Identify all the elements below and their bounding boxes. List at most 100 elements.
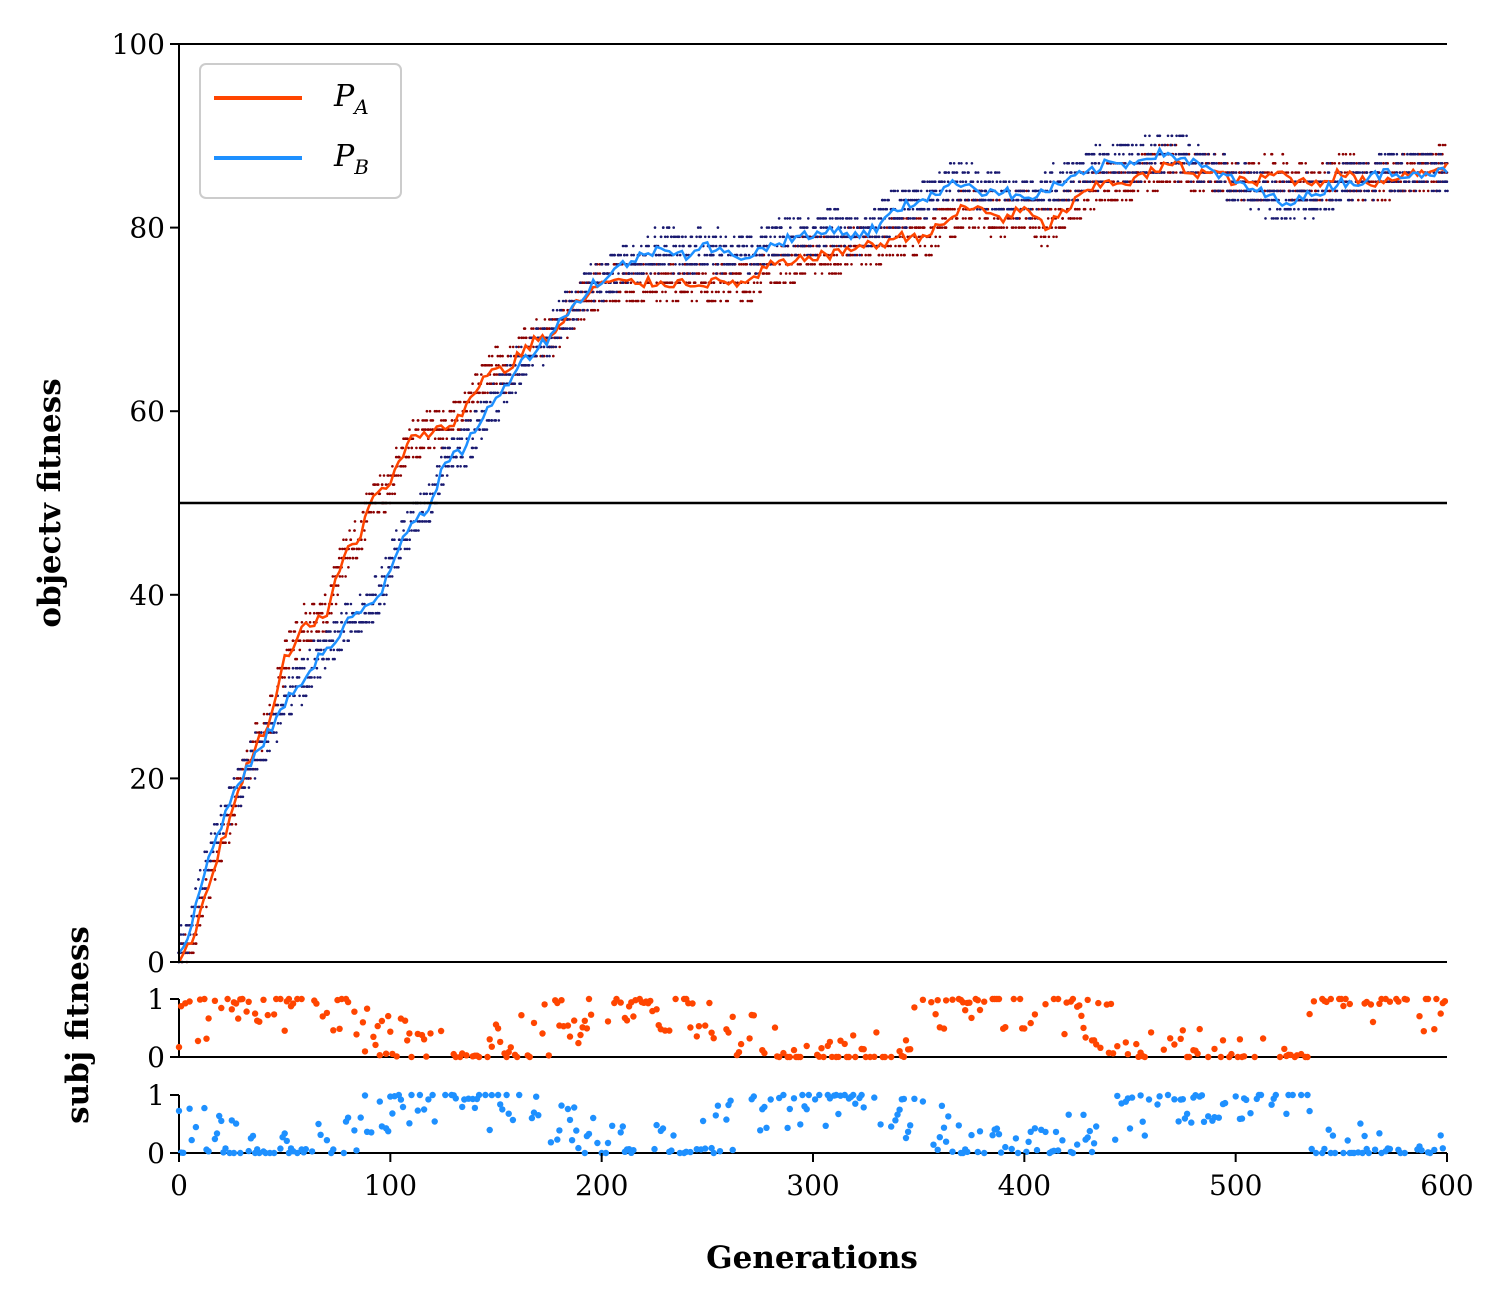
- population-dot: [465, 465, 468, 468]
- population-dot: [1278, 180, 1281, 183]
- population-dot: [978, 198, 981, 202]
- population-dot: [919, 226, 922, 229]
- population-dot: [896, 253, 899, 257]
- population-dot: [896, 189, 899, 193]
- population-dot: [921, 207, 924, 211]
- population-dot: [1291, 171, 1294, 174]
- subj-fitness-dot: [575, 1039, 582, 1047]
- population-dot: [1029, 217, 1032, 220]
- population-dot: [961, 226, 965, 229]
- population-dot: [1042, 207, 1045, 211]
- population-dot: [700, 281, 703, 285]
- population-dot: [1154, 143, 1157, 147]
- population-dot: [209, 896, 212, 899]
- population-dot: [564, 299, 567, 303]
- population-dot: [687, 272, 691, 275]
- population-dot: [331, 575, 335, 578]
- population-dot: [864, 235, 867, 239]
- population-dot: [716, 263, 719, 266]
- population-dot: [477, 419, 480, 422]
- population-dot: [555, 308, 559, 312]
- population-dot: [1413, 162, 1416, 165]
- population-dot: [1166, 171, 1170, 174]
- subj-fitness-dot: [630, 1013, 637, 1020]
- population-dot: [543, 327, 547, 330]
- population-dot: [888, 235, 891, 239]
- population-dot: [228, 832, 232, 835]
- population-dot: [348, 529, 351, 532]
- population-dot: [828, 207, 831, 211]
- population-dot: [735, 272, 738, 275]
- population-dot: [1308, 207, 1311, 211]
- population-dot: [941, 217, 944, 220]
- population-dot: [854, 235, 857, 239]
- population-dot: [295, 657, 299, 661]
- population-dot: [558, 327, 562, 330]
- population-dot: [887, 198, 890, 202]
- population-dot: [524, 373, 528, 376]
- population-dot: [541, 354, 544, 358]
- population-dot: [377, 510, 381, 514]
- population-dot: [599, 290, 603, 294]
- population-dot: [1329, 198, 1332, 202]
- population-dot: [1219, 162, 1223, 165]
- population-dot: [1370, 180, 1373, 183]
- population-dot: [956, 198, 959, 202]
- population-dot: [666, 235, 669, 239]
- population-dot: [779, 226, 783, 229]
- population-dot: [418, 455, 422, 459]
- subj-fitness-dot: [518, 1012, 525, 1019]
- subj-fitness-dot: [693, 1033, 700, 1040]
- population-dot: [1097, 162, 1101, 165]
- population-dot: [1355, 162, 1358, 165]
- subj-fitness-dot: [277, 995, 284, 1003]
- population-dot: [995, 207, 998, 211]
- population-dot: [422, 446, 426, 450]
- population-dot: [737, 272, 740, 275]
- population-dot: [955, 217, 958, 220]
- population-dot: [1145, 171, 1148, 174]
- population-dot: [483, 391, 487, 395]
- population-dot: [1215, 162, 1218, 165]
- population-dot: [819, 226, 823, 229]
- population-dot: [640, 263, 643, 266]
- population-dot: [800, 272, 804, 275]
- subj-fitness-dot: [486, 1036, 493, 1043]
- population-dot: [338, 648, 341, 652]
- population-dot: [824, 217, 828, 220]
- population-dot: [352, 547, 356, 551]
- population-dot: [524, 364, 528, 367]
- population-dot: [380, 483, 384, 486]
- population-dot: [909, 217, 912, 220]
- population-dot: [444, 465, 448, 468]
- population-dot: [548, 354, 551, 358]
- population-dot: [336, 566, 339, 569]
- population-dot: [953, 226, 957, 229]
- population-dot: [382, 593, 386, 597]
- population-dot: [1067, 189, 1070, 193]
- subj-fitness-dot: [298, 995, 305, 1003]
- population-dot: [179, 933, 183, 936]
- population-dot: [744, 253, 748, 257]
- population-dot: [995, 198, 999, 202]
- population-dot: [1305, 171, 1309, 174]
- population-dot: [384, 483, 388, 486]
- population-dot: [278, 666, 282, 670]
- population-dot: [1156, 180, 1159, 183]
- population-dot: [1082, 162, 1085, 165]
- population-dot: [1318, 198, 1322, 202]
- population-dot: [784, 281, 787, 285]
- population-dot: [605, 299, 608, 303]
- population-dot: [803, 253, 806, 257]
- population-dot: [341, 547, 344, 551]
- subj-fitness-dot: [507, 1044, 514, 1051]
- population-dot: [988, 198, 992, 202]
- population-dot: [650, 290, 654, 294]
- population-dot: [671, 299, 675, 303]
- population-dot: [1272, 217, 1275, 220]
- population-dot: [365, 520, 369, 523]
- subj-fitness-dot: [647, 997, 654, 1005]
- population-dot: [1297, 171, 1301, 174]
- population-dot: [481, 364, 485, 367]
